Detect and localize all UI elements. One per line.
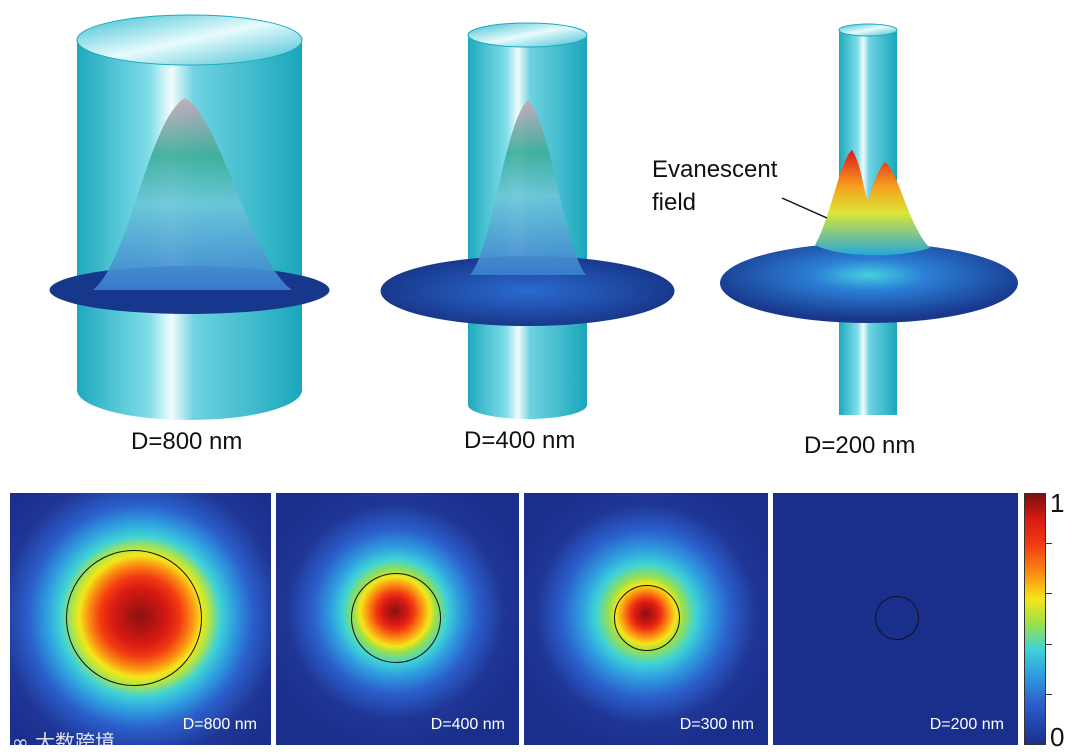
fiber-boundary-800nm — [66, 550, 202, 686]
fiber-200nm-top-cap — [838, 23, 898, 37]
annotation-pointer-line — [781, 197, 828, 219]
fiber-200nm — [720, 23, 1018, 415]
fiber-boundary-200nm — [875, 596, 919, 640]
panel-label-300nm: D=300 nm — [679, 716, 754, 733]
colorbar-tick — [1046, 543, 1052, 544]
mode-panel-800nm: D=800 nm — [10, 493, 271, 745]
fiber-800nm-bottom — [77, 360, 302, 420]
fiber-boundary-300nm — [614, 585, 680, 651]
fiber-800nm-mode-profile — [93, 98, 292, 290]
fiber-400nm-bottom — [468, 391, 587, 419]
colorbar — [1024, 493, 1046, 745]
watermark-logo-icon: ∞ — [12, 730, 36, 754]
panel-label-800nm: D=800 nm — [182, 716, 257, 733]
fiber-400nm-disk — [380, 256, 675, 326]
annotation-evanescent: Evanescent — [652, 156, 778, 183]
colorbar-tick — [1046, 644, 1052, 645]
watermark: ∞ 大数跨境 — [12, 726, 115, 755]
fiber-boundary-400nm — [351, 573, 441, 663]
panel-label-200nm: D=200 nm — [929, 716, 1004, 733]
panel-label-400nm: D=400 nm — [430, 716, 505, 733]
fiber-400nm-top-cap — [467, 22, 588, 48]
colorbar-tick — [1046, 593, 1052, 594]
colorbar-max-label: 1 — [1050, 488, 1065, 518]
fiber-illustrations — [49, 14, 1018, 420]
fiber-800nm — [49, 14, 330, 420]
fiber-400nm-mode-profile — [470, 100, 586, 275]
fiber-label-400nm: D=400 nm — [464, 427, 576, 454]
annotation-field: field — [652, 189, 697, 216]
mode-panel-300nm: D=300 nm — [524, 493, 768, 745]
fiber-label-800nm: D=800 nm — [131, 428, 243, 455]
fiber-800nm-top-cap — [76, 14, 303, 66]
fiber-400nm — [380, 22, 675, 419]
watermark-text: 大数跨境 — [35, 730, 116, 754]
fiber-200nm-mode-profile — [815, 150, 930, 256]
fiber-200nm-disk — [720, 243, 1018, 323]
colorbar-min-label: 0 — [1050, 722, 1065, 752]
mode-panel-400nm: D=400 nm — [276, 493, 519, 745]
fiber-label-200nm: D=200 nm — [804, 432, 916, 459]
mode-panel-200nm: D=200 nm — [773, 493, 1018, 745]
colorbar-tick — [1046, 694, 1052, 695]
